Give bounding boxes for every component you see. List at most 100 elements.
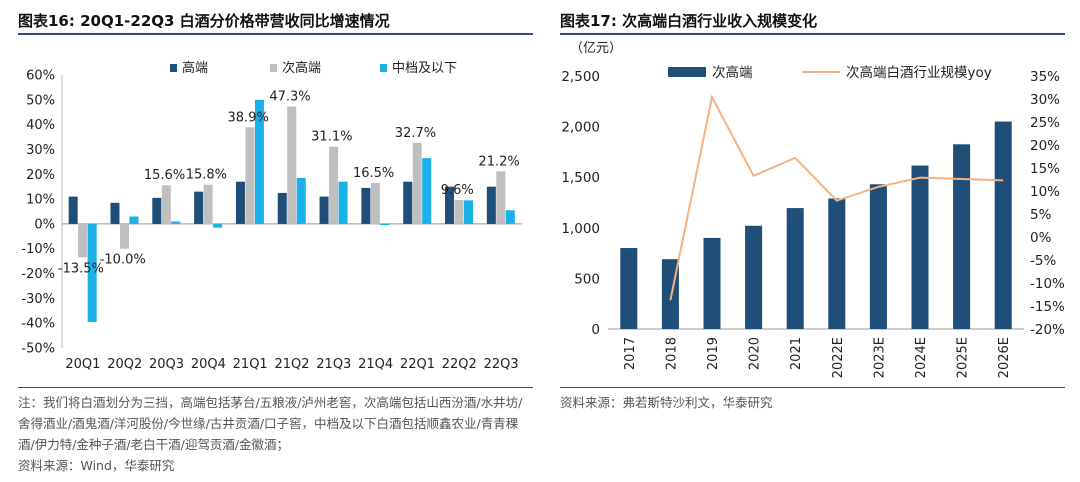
x-tick-label: 22Q1 bbox=[400, 357, 435, 372]
bar-高端 bbox=[403, 181, 413, 224]
y-left-tick-label: 1,000 bbox=[561, 221, 600, 237]
x-tick-label: 20Q2 bbox=[107, 357, 142, 372]
y-right-tick-label: 10% bbox=[1030, 184, 1060, 200]
data-label: 15.6% bbox=[144, 168, 185, 183]
y-tick-label: 40% bbox=[26, 118, 55, 133]
legend-label: 中档及以下 bbox=[392, 61, 457, 76]
revenue-bar bbox=[786, 208, 804, 329]
data-label: 31.1% bbox=[311, 130, 352, 145]
bar-次高端 bbox=[496, 171, 506, 224]
bar-中档及以下 bbox=[464, 200, 474, 224]
x-tick-label: 20Q4 bbox=[191, 357, 226, 372]
bar-次高端 bbox=[161, 185, 171, 224]
legend-swatch-次高端 bbox=[270, 64, 277, 72]
y-right-tick-label: 5% bbox=[1030, 207, 1052, 223]
x-tick-label: 2018 bbox=[664, 337, 679, 370]
y-right-tick-label: 35% bbox=[1030, 69, 1060, 85]
x-tick-label: 2023E bbox=[872, 337, 887, 378]
y-right-tick-label: -5% bbox=[1030, 253, 1056, 269]
x-tick-label: 21Q4 bbox=[358, 357, 393, 372]
y-left-tick-label: 0 bbox=[591, 322, 600, 338]
bar-高端 bbox=[277, 192, 287, 224]
data-label: 9.6% bbox=[441, 183, 474, 198]
y-tick-label: 50% bbox=[26, 93, 55, 108]
bar-次高端 bbox=[245, 127, 255, 224]
bar-中档及以下 bbox=[171, 221, 181, 224]
bar-中档及以下 bbox=[380, 223, 390, 226]
bar-中档及以下 bbox=[254, 99, 264, 224]
left-source-text: 资料来源：Wind，华泰研究 bbox=[18, 458, 175, 473]
bar-次高端 bbox=[454, 200, 464, 224]
bar-高端 bbox=[110, 202, 120, 224]
bar-高端 bbox=[68, 196, 78, 224]
y-right-tick-label: 0% bbox=[1030, 230, 1052, 246]
revenue-bar bbox=[953, 144, 971, 329]
x-tick-label: 2019 bbox=[706, 337, 721, 370]
y-tick-label: -40% bbox=[21, 317, 55, 332]
y-tick-label: 20% bbox=[26, 168, 55, 183]
bar-高端 bbox=[445, 186, 455, 224]
bar-高端 bbox=[194, 191, 204, 224]
bar-中档及以下 bbox=[213, 223, 223, 228]
revenue-bar bbox=[620, 248, 638, 329]
y-tick-label: -50% bbox=[21, 342, 55, 357]
revenue-bar bbox=[911, 165, 929, 329]
y-tick-label: -10% bbox=[21, 242, 55, 257]
data-label: -13.5% bbox=[58, 261, 104, 276]
bar-中档及以下 bbox=[296, 177, 306, 224]
y-right-tick-label: 15% bbox=[1030, 161, 1060, 177]
y-right-tick-label: -15% bbox=[1030, 299, 1065, 315]
bar-次高端 bbox=[370, 182, 380, 224]
bar-高端 bbox=[486, 186, 496, 224]
bar-次高端 bbox=[203, 184, 213, 224]
bar-中档及以下 bbox=[338, 181, 348, 224]
legend-label: 次高端 bbox=[282, 60, 321, 76]
data-label: 21.2% bbox=[478, 154, 519, 169]
right-chart-title: 图表17: 次高端白酒行业收入规模变化 bbox=[560, 12, 818, 30]
x-tick-label: 21Q2 bbox=[274, 357, 309, 372]
bar-次高端 bbox=[78, 223, 88, 258]
y-tick-label: -30% bbox=[21, 292, 55, 307]
x-tick-label: 2022E bbox=[831, 337, 846, 378]
x-tick-label: 2020 bbox=[748, 337, 763, 370]
x-tick-label: 22Q2 bbox=[442, 357, 477, 372]
x-tick-label: 2026E bbox=[997, 337, 1012, 378]
x-tick-label: 20Q1 bbox=[65, 357, 100, 372]
y-right-tick-label: -10% bbox=[1030, 276, 1065, 292]
y-tick-label: 10% bbox=[26, 193, 55, 208]
right-source-text: 资料来源：弗若斯特沙利文，华泰研究 bbox=[560, 395, 773, 410]
bar-高端 bbox=[319, 196, 329, 224]
yoy-line bbox=[669, 94, 1004, 301]
y-tick-label: -20% bbox=[21, 267, 55, 282]
bar-中档及以下 bbox=[87, 223, 97, 322]
y-left-tick-label: 1,500 bbox=[561, 170, 600, 186]
y-right-tick-label: 30% bbox=[1030, 92, 1060, 108]
bar-高端 bbox=[235, 181, 245, 224]
x-tick-label: 2024E bbox=[914, 337, 929, 378]
x-tick-label: 2021 bbox=[789, 337, 804, 370]
revenue-bar bbox=[703, 237, 721, 329]
left-note-text: 注：我们将白酒划分为三挡，高端包括茅台/五粮液/泸州老窖，次高端包括山西汾酒/水… bbox=[18, 395, 523, 452]
left-bottom-rule bbox=[18, 387, 533, 388]
right-bottom-rule bbox=[560, 387, 1065, 388]
growth-bar-chart: -50% -40% -30% -20% -10% 0% 10% 20% 30% 40% 50% 60%… bbox=[21, 60, 522, 372]
x-tick-label: 21Q3 bbox=[316, 357, 351, 372]
legend-label: 高端 bbox=[182, 60, 208, 76]
bar-中档及以下 bbox=[505, 210, 515, 224]
left-title-rule bbox=[18, 33, 533, 35]
revenue-bar bbox=[828, 198, 846, 329]
x-tick-label: 22Q3 bbox=[484, 357, 519, 372]
y-left-tick-label: 2,500 bbox=[561, 69, 600, 85]
left-notes: 注：我们将白酒划分为三挡，高端包括茅台/五粮液/泸州老窖，次高端包括山西汾酒/水… bbox=[18, 392, 533, 476]
data-label: 38.9% bbox=[228, 110, 269, 125]
y-left-tick-label: 2,000 bbox=[561, 120, 600, 136]
revenue-bar bbox=[869, 184, 887, 329]
y-right-tick-label: 25% bbox=[1030, 115, 1060, 131]
bar-高端 bbox=[152, 197, 162, 224]
bar-中档及以下 bbox=[129, 216, 139, 224]
x-tick-label: 2017 bbox=[623, 337, 638, 370]
revenue-bar bbox=[745, 225, 763, 329]
y-left-tick-label: 500 bbox=[574, 271, 600, 287]
bar-次高端 bbox=[287, 106, 297, 224]
data-label: 32.7% bbox=[395, 126, 436, 141]
